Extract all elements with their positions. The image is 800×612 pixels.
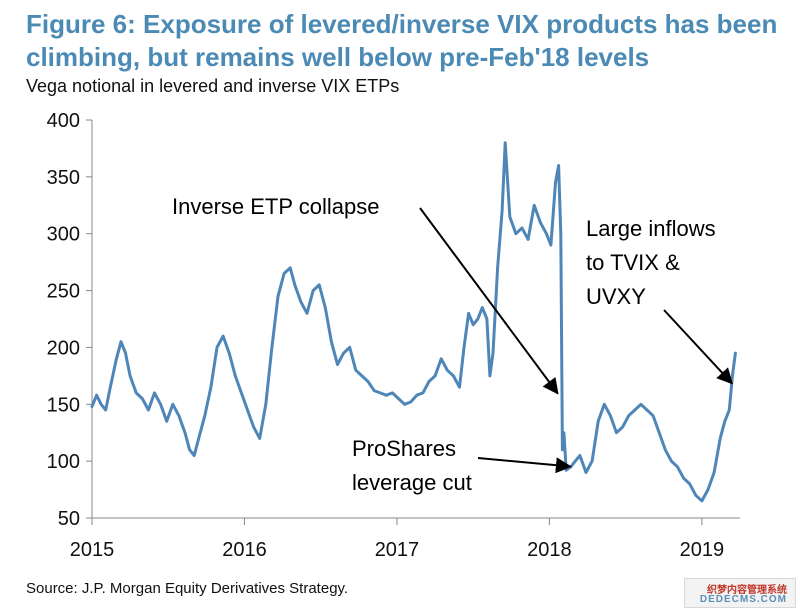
arrow-inverse-etp-collapse	[419, 207, 559, 395]
y-tick-label: 250	[47, 281, 80, 303]
annotation-line: Large inflows	[586, 216, 716, 241]
series-layer	[90, 141, 737, 503]
y-tick-label: 350	[47, 167, 80, 189]
annotation-line: to TVIX &	[586, 250, 680, 275]
x-tick-label: 2016	[222, 539, 267, 561]
chart-subtitle: Vega notional in levered and inverse VIX…	[26, 76, 400, 96]
annotation-inverse-etp-collapse: Inverse ETP collapse	[172, 194, 379, 219]
y-tick-label: 300	[47, 224, 80, 246]
annotation-proshares-leverage-cut: ProShares leverage cut	[352, 436, 472, 495]
x-tick-label: 2015	[70, 539, 115, 561]
annotation-line: ProShares	[352, 436, 456, 461]
annotation-line: UVXY	[586, 284, 646, 309]
x-tick-label: 2019	[680, 539, 725, 561]
chart-title: Figure 6: Exposure of levered/inverse VI…	[26, 9, 778, 72]
arrow-large-inflows	[663, 309, 733, 385]
series-line	[90, 141, 737, 503]
annotations: Inverse ETP collapse ProShares leverage cu…	[172, 194, 733, 495]
axes: 50 100 150 200 250 300 350 400 2015 2016 2017 2018 2…	[47, 110, 740, 561]
watermark-logo: 织梦内容管理系统 DEDECMS.COM	[684, 578, 796, 608]
annotation-large-inflows: Large inflows to TVIX & UVXY	[586, 216, 716, 309]
watermark-bottom-text: DEDECMS.COM	[699, 594, 787, 605]
annotation-line: leverage cut	[352, 470, 472, 495]
x-tick-label: 2018	[527, 539, 572, 561]
y-tick-label: 200	[47, 337, 80, 359]
y-tick-label: 150	[47, 394, 80, 416]
y-tick-label: 100	[47, 451, 80, 473]
watermark-top-text: 织梦内容管理系统	[707, 585, 787, 596]
arrow-proshares-leverage-cut	[477, 457, 572, 474]
y-tick-label: 400	[47, 110, 80, 132]
x-tick-label: 2017	[375, 539, 420, 561]
source-note: Source: J.P. Morgan Equity Derivatives S…	[26, 580, 349, 597]
y-tick-label: 50	[58, 508, 80, 530]
